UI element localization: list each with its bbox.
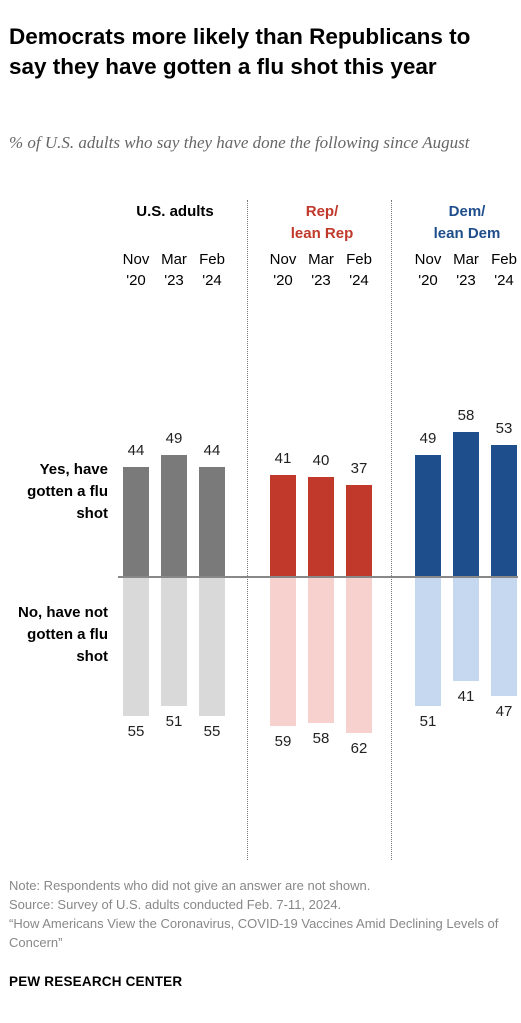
value-no-1-0: 59 [274,732,292,750]
bar-yes-1-0 [270,474,296,577]
bar-yes-1-2 [346,484,372,577]
value-yes-2-0: 49 [419,429,437,447]
bar-no-0-1 [161,578,187,706]
period-label-2-0: Nov '20 [414,251,442,289]
period-label-0-2: Feb '24 [199,251,225,289]
bar-no-0-2 [199,578,225,716]
value-yes-2-1: 58 [457,407,475,424]
value-yes-2-2: 53 [495,419,513,437]
value-no-0-0: 55 [127,722,145,740]
chart-subtitle: % of U.S. adults who say they have done … [9,133,470,152]
bar-yes-2-2 [491,444,517,577]
period-label-2-2: Feb '24 [491,251,517,289]
group-separator-1 [247,200,248,860]
bar-yes-0-2 [199,467,225,577]
bar-no-1-1 [308,578,334,723]
period-label-2-1: Mar '23 [453,251,479,289]
bar-yes-2-1 [453,432,479,577]
value-yes-0-2: 44 [203,442,221,459]
row-label-yes: Yes, have gotten a flu shot [27,461,108,522]
period-label-1-0: Nov '20 [269,251,297,289]
row-label-no: No, have not gotten a flu shot [17,604,108,665]
value-no-0-1: 51 [165,712,183,730]
value-no-2-1: 41 [457,687,475,705]
period-label-1-1: Mar '23 [308,251,334,289]
group-label-0: U.S. adults [136,203,214,220]
bar-no-1-0 [270,578,296,726]
source-text: Source: Survey of U.S. adults conducted … [9,897,342,912]
value-no-2-2: 47 [495,702,513,720]
value-no-2-0: 51 [419,712,437,730]
period-label-0-1: Mar '23 [161,251,187,289]
value-yes-1-1: 40 [312,452,330,469]
period-label-0-0: Nov '20 [122,251,150,289]
chart-notes: Note: Respondents who did not give an an… [9,876,514,952]
bar-no-1-2 [346,578,372,733]
chart-title: Democrats more likely than Republicans t… [9,24,471,79]
group-label-2: Dem/lean Dem [433,203,501,242]
bar-yes-0-1 [161,454,187,577]
bar-yes-1-1 [308,477,334,577]
bar-no-2-0 [415,578,441,706]
group-separator-2 [391,200,392,860]
value-no-1-1: 58 [312,730,330,747]
bar-no-2-2 [491,578,517,696]
footer-org: PEW RESEARCH CENTER [9,974,183,989]
bar-no-2-1 [453,578,479,681]
value-yes-0-0: 44 [127,442,145,459]
zero-baseline [118,576,518,578]
value-yes-1-0: 41 [274,449,292,467]
bar-no-0-0 [123,578,149,716]
value-no-1-2: 62 [350,740,368,757]
value-yes-0-1: 49 [165,429,183,447]
bar-yes-0-0 [123,467,149,577]
bar-yes-2-0 [415,454,441,577]
value-no-0-2: 55 [203,722,221,740]
value-yes-1-2: 37 [350,459,368,477]
note-text: Note: Respondents who did not give an an… [9,878,371,893]
group-label-1: Rep/lean Rep [290,203,354,242]
report-title: “How Americans View the Coronavirus, COV… [9,916,499,950]
period-label-1-2: Feb '24 [346,251,372,289]
